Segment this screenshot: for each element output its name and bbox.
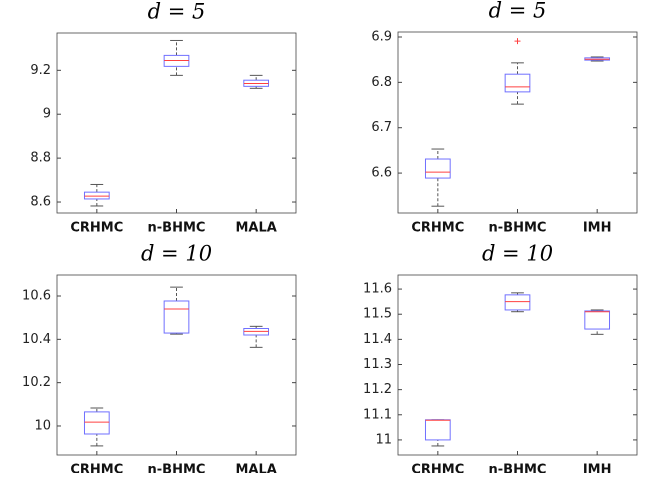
box — [504, 73, 531, 93]
y-tick-label: 6.6 — [371, 166, 392, 181]
y-tick-label: 6.8 — [371, 75, 392, 90]
y-tick-label: 11 — [375, 432, 392, 447]
box — [424, 419, 451, 441]
chart-title: d = 5 — [489, 0, 547, 23]
outlier — [514, 38, 521, 45]
chart-title: d = 5 — [148, 0, 206, 24]
y-tick-label: 11.5 — [363, 307, 392, 322]
x-tick-label: MALA — [235, 463, 276, 474]
y-tick-label: 11.1 — [363, 407, 392, 422]
y-tick-label: 10 — [34, 418, 51, 433]
chart-title: d = 10 — [482, 242, 553, 266]
x-tick-label: CRHMC — [411, 221, 464, 236]
box — [83, 411, 110, 435]
x-tick-label: n-BHMC — [489, 221, 547, 236]
x-tick-label: CRHMC — [70, 463, 123, 474]
x-tick-label: n-BHMC — [148, 463, 206, 474]
x-tick-label: MALA — [235, 221, 276, 236]
box — [504, 294, 531, 311]
x-tick-label: n-BHMC — [489, 463, 547, 474]
box — [83, 191, 110, 200]
box — [424, 158, 451, 179]
y-tick-label: 10.6 — [22, 289, 51, 304]
x-tick-label: n-BHMC — [148, 221, 206, 236]
x-tick-label: IMH — [583, 221, 612, 236]
x-tick-label: CRHMC — [411, 463, 464, 474]
y-tick-label: 6.9 — [371, 29, 392, 44]
plot-frame — [56, 274, 297, 456]
chart-title: d = 10 — [141, 242, 212, 266]
box — [584, 310, 611, 330]
y-tick-label: 6.7 — [371, 120, 392, 135]
y-tick-label: 10.4 — [22, 332, 51, 347]
y-tick-label: 9 — [43, 107, 51, 122]
y-tick-label: 11.6 — [363, 282, 392, 297]
y-tick-label: 10.2 — [22, 375, 51, 390]
y-tick-label: 11.3 — [363, 357, 392, 372]
y-tick-label: 8.8 — [30, 151, 51, 166]
x-tick-label: IMH — [583, 463, 612, 474]
y-tick-label: 11.4 — [363, 332, 392, 347]
box — [163, 300, 190, 334]
y-tick-label: 8.6 — [30, 195, 51, 210]
x-tick-label: CRHMC — [70, 221, 123, 236]
y-tick-label: 9.2 — [30, 63, 51, 78]
y-tick-label: 11.2 — [363, 382, 392, 397]
